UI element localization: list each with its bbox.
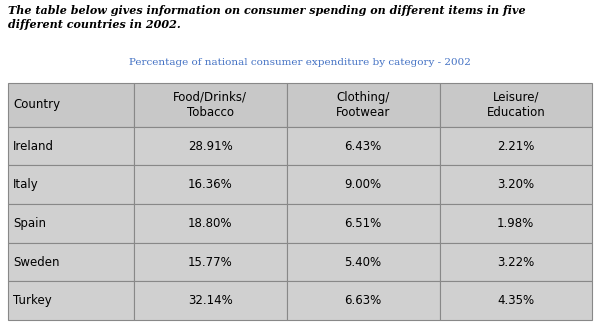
Bar (287, 127, 440, 165)
Bar (134, 204, 287, 243)
Text: 3.22%: 3.22% (497, 255, 535, 268)
Bar (440, 281, 592, 320)
Text: 2.21%: 2.21% (497, 140, 535, 153)
Bar (134, 165, 287, 204)
Bar (287, 281, 440, 320)
Bar (134, 83, 287, 127)
Bar (8, 165, 134, 204)
Text: 32.14%: 32.14% (188, 294, 232, 307)
Bar (134, 281, 287, 320)
Text: 9.00%: 9.00% (344, 178, 382, 191)
Bar (440, 165, 592, 204)
Text: Food/Drinks/
Tobacco: Food/Drinks/ Tobacco (173, 91, 247, 119)
Bar (287, 204, 440, 243)
Text: Sweden: Sweden (13, 255, 59, 268)
Text: 16.36%: 16.36% (188, 178, 232, 191)
Text: 28.91%: 28.91% (188, 140, 232, 153)
Text: 1.98%: 1.98% (497, 217, 535, 230)
Bar (134, 127, 287, 165)
Text: Percentage of national consumer expenditure by category - 2002: Percentage of national consumer expendit… (129, 58, 471, 67)
Text: 15.77%: 15.77% (188, 255, 232, 268)
Bar (440, 127, 592, 165)
Bar (8, 83, 134, 127)
Text: 18.80%: 18.80% (188, 217, 232, 230)
Bar (440, 83, 592, 127)
Bar (8, 281, 134, 320)
Text: 4.35%: 4.35% (497, 294, 535, 307)
Bar (287, 243, 440, 281)
Bar (287, 83, 440, 127)
Text: Spain: Spain (13, 217, 46, 230)
Text: 6.63%: 6.63% (344, 294, 382, 307)
Bar (8, 243, 134, 281)
Text: 3.20%: 3.20% (497, 178, 535, 191)
Text: Clothing/
Footwear: Clothing/ Footwear (336, 91, 390, 119)
Bar (8, 127, 134, 165)
Text: Country: Country (13, 98, 60, 111)
Text: Leisure/
Education: Leisure/ Education (487, 91, 545, 119)
Text: 6.43%: 6.43% (344, 140, 382, 153)
Bar (440, 243, 592, 281)
Text: Ireland: Ireland (13, 140, 54, 153)
Text: The table below gives information on consumer spending on different items in fiv: The table below gives information on con… (8, 5, 526, 30)
Text: 6.51%: 6.51% (344, 217, 382, 230)
Text: 5.40%: 5.40% (344, 255, 382, 268)
Text: Turkey: Turkey (13, 294, 52, 307)
Bar (440, 204, 592, 243)
Bar (287, 165, 440, 204)
Bar (8, 204, 134, 243)
Text: Italy: Italy (13, 178, 39, 191)
Bar (134, 243, 287, 281)
